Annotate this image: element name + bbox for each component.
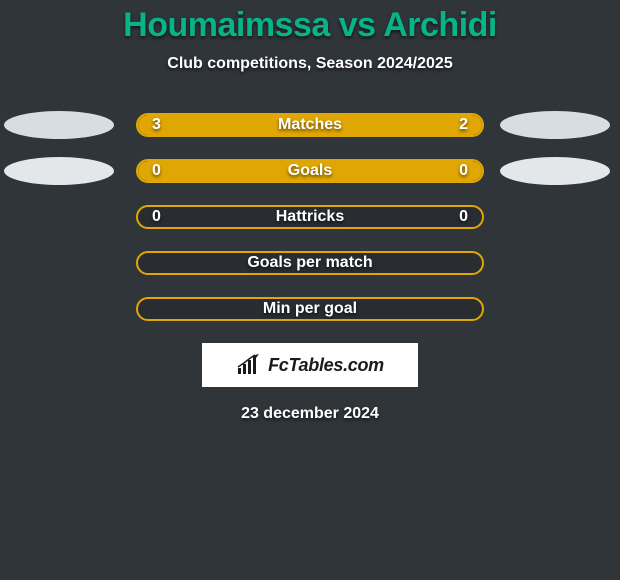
stat-label: Hattricks bbox=[276, 208, 344, 226]
logo-text: FcTables.com bbox=[268, 355, 384, 376]
stat-label: Goals per match bbox=[247, 254, 372, 272]
stat-label: Min per goal bbox=[263, 300, 357, 318]
stat-value-left: 3 bbox=[152, 116, 161, 134]
page-subtitle: Club competitions, Season 2024/2025 bbox=[0, 55, 620, 73]
stats-rows: 3 2 Matches 0 0 Goals 0 0 Hattricks Goals per mat… bbox=[0, 113, 620, 321]
page-title: Houmaimssa vs Archidi bbox=[0, 0, 620, 45]
stat-row: 3 2 Matches bbox=[0, 113, 620, 137]
stat-label: Matches bbox=[278, 116, 342, 134]
stat-row: Goals per match bbox=[0, 251, 620, 275]
stat-row: Min per goal bbox=[0, 297, 620, 321]
stat-label: Goals bbox=[288, 162, 332, 180]
stat-value-right: 0 bbox=[459, 162, 468, 180]
stat-value-left: 0 bbox=[152, 162, 161, 180]
stat-value-right: 2 bbox=[459, 116, 468, 134]
team-badge-left bbox=[4, 157, 114, 185]
stat-bar: 0 0 Goals bbox=[136, 159, 484, 183]
team-badge-right bbox=[500, 111, 610, 139]
stat-bar: Goals per match bbox=[136, 251, 484, 275]
stat-value-left: 0 bbox=[152, 208, 161, 226]
date-stamp: 23 december 2024 bbox=[0, 405, 620, 423]
stat-value-right: 0 bbox=[459, 208, 468, 226]
stat-row: 0 0 Hattricks bbox=[0, 205, 620, 229]
logo-plate: FcTables.com bbox=[202, 343, 418, 387]
stat-bar: 0 0 Hattricks bbox=[136, 205, 484, 229]
stat-bar: Min per goal bbox=[136, 297, 484, 321]
stat-row: 0 0 Goals bbox=[0, 159, 620, 183]
stat-bar: 3 2 Matches bbox=[136, 113, 484, 137]
bar-chart-icon bbox=[236, 354, 262, 376]
team-badge-left bbox=[4, 111, 114, 139]
team-badge-right bbox=[500, 157, 610, 185]
